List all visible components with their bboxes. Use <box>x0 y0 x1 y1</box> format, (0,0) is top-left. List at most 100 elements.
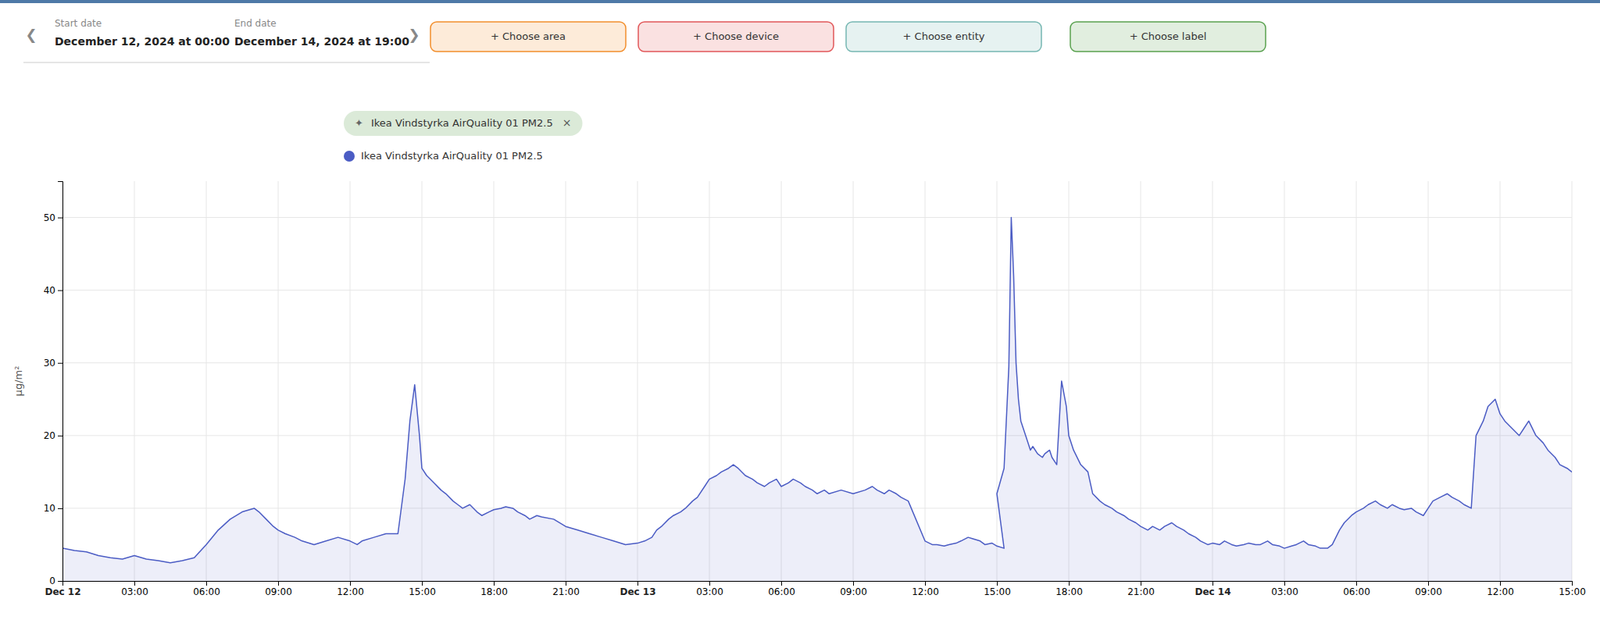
x-tick-mark <box>1284 581 1286 586</box>
x-tick-label: 03:00 <box>121 586 149 598</box>
x-tick-mark <box>134 581 136 586</box>
chart-title: Ikea Vindstyrka AirQuality 01 PM2.5 <box>371 117 554 129</box>
x-tick-label: 06:00 <box>767 586 796 598</box>
x-tick-mark <box>1500 581 1501 586</box>
filter-button-label[interactable]: + Choose label <box>1129 30 1208 43</box>
filter-button[interactable] <box>638 21 834 52</box>
grid-line-y <box>62 217 1572 218</box>
plot-area <box>62 217 1572 582</box>
y-axis-line <box>57 182 64 583</box>
x-tick-label: 12:00 <box>336 586 365 598</box>
y-tick-label: 40 <box>43 285 56 297</box>
x-tick: 06:00 <box>192 581 221 598</box>
x-tick: 03:00 <box>696 581 724 598</box>
x-tick: 09:00 <box>839 581 868 598</box>
grid-line-x <box>637 181 639 582</box>
x-tick-label: 21:00 <box>1127 586 1155 598</box>
x-tick-mark <box>278 581 279 586</box>
x-tick: 15:00 <box>983 581 1011 598</box>
x-tick: 03:00 <box>1271 581 1299 598</box>
x-tick-label: 15:00 <box>1558 586 1586 598</box>
grid-line-x <box>925 181 926 582</box>
start-date-label: Start date <box>54 17 102 29</box>
title-tag-icon: ✦ <box>354 117 364 129</box>
y-tick-mark <box>57 217 63 219</box>
y-tick-mark <box>57 508 63 510</box>
x-tick-mark <box>1140 581 1142 586</box>
x-tick-label: 06:00 <box>1342 586 1371 598</box>
end-date-label: End date <box>234 17 277 29</box>
x-tick: 15:00 <box>408 581 436 598</box>
x-tick-mark <box>1428 581 1429 586</box>
y-tick-label: 20 <box>43 430 56 442</box>
filter-button-label[interactable]: + Choose entity <box>903 30 986 43</box>
grid-line-x <box>134 181 136 582</box>
filter-button-label[interactable]: + Choose area <box>490 30 566 43</box>
grid-line-x <box>278 181 279 582</box>
filter-button-label[interactable]: + Choose device <box>692 30 779 43</box>
x-tick-label: 18:00 <box>480 586 508 598</box>
x-tick: 03:00 <box>121 581 149 598</box>
x-tick-mark <box>781 581 783 586</box>
filter-button[interactable] <box>846 21 1042 52</box>
x-tick-mark <box>637 581 639 586</box>
x-tick-label: 21:00 <box>552 586 580 598</box>
x-tick: 12:00 <box>336 581 365 598</box>
legend: Ikea Vindstyrka AirQuality 01 PM2.5 <box>343 150 543 163</box>
background <box>0 0 1600 620</box>
grid <box>62 181 1572 582</box>
x-axis: Dec 12 03:00 06:00 09:00 12:00 15:00 18:00 21:0… <box>44 581 1586 598</box>
y-axis: 01020304050 <box>43 182 64 588</box>
x-tick: 12:00 <box>911 581 940 598</box>
y-tick-label: 50 <box>43 212 56 224</box>
y-tick: 50 <box>43 212 63 224</box>
end-date: December 14, 2024 at 19:00 <box>234 35 410 48</box>
y-axis-title: µg/m² <box>12 366 25 397</box>
x-tick-mark <box>421 581 423 586</box>
series-line <box>62 217 1572 564</box>
x-tick: Dec 13 <box>619 581 656 598</box>
grid-line-x <box>1212 181 1214 582</box>
x-tick-label: 09:00 <box>1414 586 1443 598</box>
grid-line-x <box>206 181 208 582</box>
x-tick: Dec 14 <box>1194 581 1231 598</box>
grid-line-x <box>1140 181 1142 582</box>
grid-line-y <box>62 435 1572 436</box>
x-tick-mark <box>1212 581 1214 586</box>
legend-label: Ikea Vindstyrka AirQuality 01 PM2.5 <box>360 150 543 162</box>
x-tick: 06:00 <box>1342 581 1371 598</box>
grid-line-x <box>1284 181 1286 582</box>
x-tick-label: 03:00 <box>696 586 724 598</box>
x-tick-label: 09:00 <box>264 586 293 598</box>
grid-line-x <box>996 181 998 582</box>
x-tick-label: 12:00 <box>911 586 940 598</box>
x-tick: 15:00 <box>1558 581 1586 598</box>
x-tick: 09:00 <box>1414 581 1443 598</box>
nav-prev[interactable]: ❮ <box>25 26 37 44</box>
x-tick-mark <box>1571 581 1573 586</box>
x-tick-mark <box>493 581 495 586</box>
legend-swatch <box>343 150 355 162</box>
filter-button[interactable] <box>1070 21 1266 52</box>
title-tag: ✦ Ikea Vindstyrka AirQuality 01 PM2.5 × <box>343 110 583 136</box>
x-tick: 09:00 <box>264 581 293 598</box>
y-tick: 10 <box>43 503 63 515</box>
x-tick-mark <box>350 581 351 586</box>
x-tick-label: 09:00 <box>839 586 868 598</box>
nav-next[interactable]: ❯ <box>407 26 420 44</box>
x-tick-mark <box>1068 581 1070 586</box>
title-tag-remove[interactable]: × <box>562 116 572 129</box>
grid-line-y <box>62 289 1572 291</box>
x-tick-label: 18:00 <box>1055 586 1083 598</box>
x-tick-mark <box>1356 581 1358 586</box>
x-tick-mark <box>853 581 854 586</box>
y-tick-label: 0 <box>49 575 56 587</box>
grid-line-x <box>565 181 567 582</box>
y-tick-mark <box>57 363 63 365</box>
x-tick-label: 06:00 <box>192 586 221 598</box>
x-tick-label: Dec 12 <box>44 586 81 598</box>
date-separator <box>23 62 430 64</box>
filter-button[interactable] <box>430 21 626 52</box>
x-tick-label: 03:00 <box>1271 586 1299 598</box>
x-tick: 12:00 <box>1486 581 1515 598</box>
